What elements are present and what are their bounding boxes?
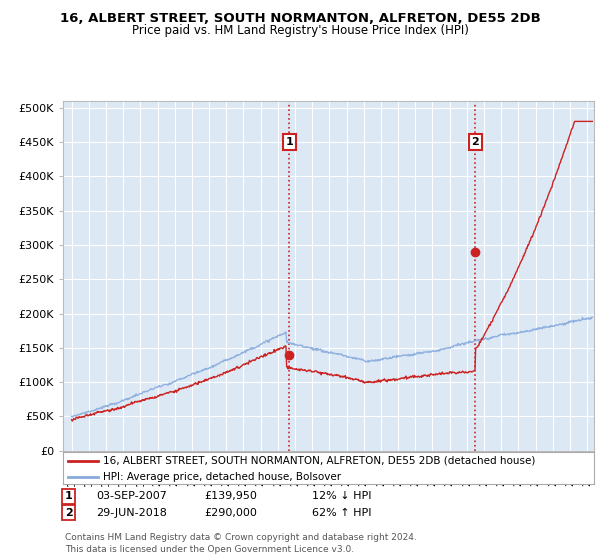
Text: £290,000: £290,000 bbox=[204, 508, 257, 518]
Text: 12% ↓ HPI: 12% ↓ HPI bbox=[312, 491, 371, 501]
Text: HPI: Average price, detached house, Bolsover: HPI: Average price, detached house, Bols… bbox=[103, 472, 341, 482]
Text: 1: 1 bbox=[286, 137, 293, 147]
Text: 16, ALBERT STREET, SOUTH NORMANTON, ALFRETON, DE55 2DB (detached house): 16, ALBERT STREET, SOUTH NORMANTON, ALFR… bbox=[103, 456, 535, 466]
Text: 2: 2 bbox=[472, 137, 479, 147]
Text: 29-JUN-2018: 29-JUN-2018 bbox=[96, 508, 167, 518]
Text: 2: 2 bbox=[65, 508, 73, 518]
Text: 03-SEP-2007: 03-SEP-2007 bbox=[96, 491, 167, 501]
Text: Price paid vs. HM Land Registry's House Price Index (HPI): Price paid vs. HM Land Registry's House … bbox=[131, 24, 469, 37]
Text: £139,950: £139,950 bbox=[204, 491, 257, 501]
Text: 1: 1 bbox=[65, 491, 73, 501]
Text: 62% ↑ HPI: 62% ↑ HPI bbox=[312, 508, 371, 518]
Text: 16, ALBERT STREET, SOUTH NORMANTON, ALFRETON, DE55 2DB: 16, ALBERT STREET, SOUTH NORMANTON, ALFR… bbox=[59, 12, 541, 25]
Text: Contains HM Land Registry data © Crown copyright and database right 2024.
This d: Contains HM Land Registry data © Crown c… bbox=[65, 533, 416, 554]
